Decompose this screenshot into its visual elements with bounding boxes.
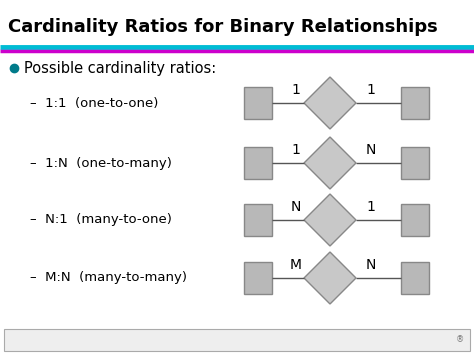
Text: Cardinality Ratios for Binary Relationships: Cardinality Ratios for Binary Relationsh… xyxy=(8,18,438,36)
Polygon shape xyxy=(304,252,356,304)
Polygon shape xyxy=(304,194,356,246)
Text: –  N:1  (many-to-one): – N:1 (many-to-one) xyxy=(30,213,172,226)
Text: ®: ® xyxy=(456,335,464,344)
Text: 1: 1 xyxy=(292,83,301,97)
FancyBboxPatch shape xyxy=(244,262,272,294)
Text: N: N xyxy=(291,200,301,214)
Text: 1: 1 xyxy=(366,200,375,214)
FancyBboxPatch shape xyxy=(401,204,429,236)
Polygon shape xyxy=(304,137,356,189)
Text: –  1:N  (one-to-many): – 1:N (one-to-many) xyxy=(30,157,172,169)
Text: 1: 1 xyxy=(292,143,301,157)
Text: N: N xyxy=(365,143,376,157)
FancyBboxPatch shape xyxy=(4,329,470,351)
Text: M: M xyxy=(290,258,302,272)
Text: Possible cardinality ratios:: Possible cardinality ratios: xyxy=(24,60,216,76)
FancyBboxPatch shape xyxy=(244,87,272,119)
Text: N: N xyxy=(365,258,376,272)
Text: –  M:N  (many-to-many): – M:N (many-to-many) xyxy=(30,272,187,284)
FancyBboxPatch shape xyxy=(401,87,429,119)
FancyBboxPatch shape xyxy=(401,262,429,294)
FancyBboxPatch shape xyxy=(244,147,272,179)
FancyBboxPatch shape xyxy=(244,204,272,236)
Text: –  1:1  (one-to-one): – 1:1 (one-to-one) xyxy=(30,97,158,109)
FancyBboxPatch shape xyxy=(401,147,429,179)
Polygon shape xyxy=(304,77,356,129)
Text: 1: 1 xyxy=(366,83,375,97)
